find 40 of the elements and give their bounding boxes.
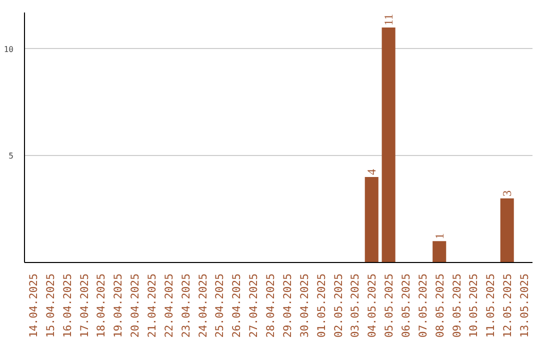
x-tick-label: 23.04.2025 [179, 274, 192, 338]
x-tick-label: 30.04.2025 [298, 274, 311, 338]
x-tick-label: 10.05.2025 [467, 274, 480, 338]
x-tick-label: 01.05.2025 [314, 274, 328, 338]
x-tick-label: 25.04.2025 [213, 274, 226, 338]
x-tick-label: 21.04.2025 [146, 274, 158, 338]
y-tick-label: 5 [8, 152, 14, 161]
x-tick-label: 14.04.2025 [26, 274, 40, 338]
data-label: 11 [382, 14, 396, 26]
x-tick-label: 08.05.2025 [433, 274, 446, 338]
bar [364, 177, 378, 262]
x-tick-label: 15.04.2025 [44, 274, 57, 338]
x-tick-label: 16.04.2025 [60, 274, 74, 338]
x-tick-label: 11.05.2025 [484, 274, 498, 338]
x-tick-label: 27.04.2025 [247, 274, 260, 338]
x-tick-label: 19.04.2025 [112, 274, 125, 338]
bar [382, 27, 396, 262]
x-tick-label: 04.05.2025 [366, 274, 379, 338]
x-tick-label: 03.05.2025 [348, 274, 362, 338]
x-tick-label: 18.04.2025 [94, 274, 108, 338]
x-tick-label: 26.04.2025 [230, 274, 244, 338]
x-tick-label: 28.04.2025 [264, 274, 278, 338]
x-tick-label: 13.05.2025 [518, 274, 532, 338]
x-tick-label: 09.05.2025 [450, 274, 464, 338]
y-tick-label: 10 [4, 44, 14, 54]
x-tick-label: 07.05.2025 [416, 274, 430, 338]
x-tick-label: 06.05.2025 [400, 274, 412, 338]
x-tick-label: 22.04.2025 [162, 274, 176, 338]
data-label: 4 [364, 169, 379, 176]
x-tick-label: 17.04.2025 [78, 274, 91, 338]
x-tick-label: 20.04.2025 [128, 274, 142, 338]
data-label: 1 [432, 233, 446, 240]
x-tick-label: 02.05.2025 [332, 274, 345, 338]
bar [500, 198, 514, 262]
bar [432, 241, 446, 262]
data-label: 3 [500, 190, 514, 196]
x-tick-label: 24.04.2025 [196, 274, 210, 338]
x-tick-label: 29.04.2025 [280, 274, 294, 338]
x-tick-label: 05.05.2025 [382, 274, 396, 338]
x-tick-label: 12.05.2025 [501, 274, 514, 338]
